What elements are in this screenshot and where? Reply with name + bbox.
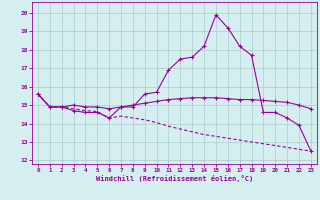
X-axis label: Windchill (Refroidissement éolien,°C): Windchill (Refroidissement éolien,°C) xyxy=(96,175,253,182)
